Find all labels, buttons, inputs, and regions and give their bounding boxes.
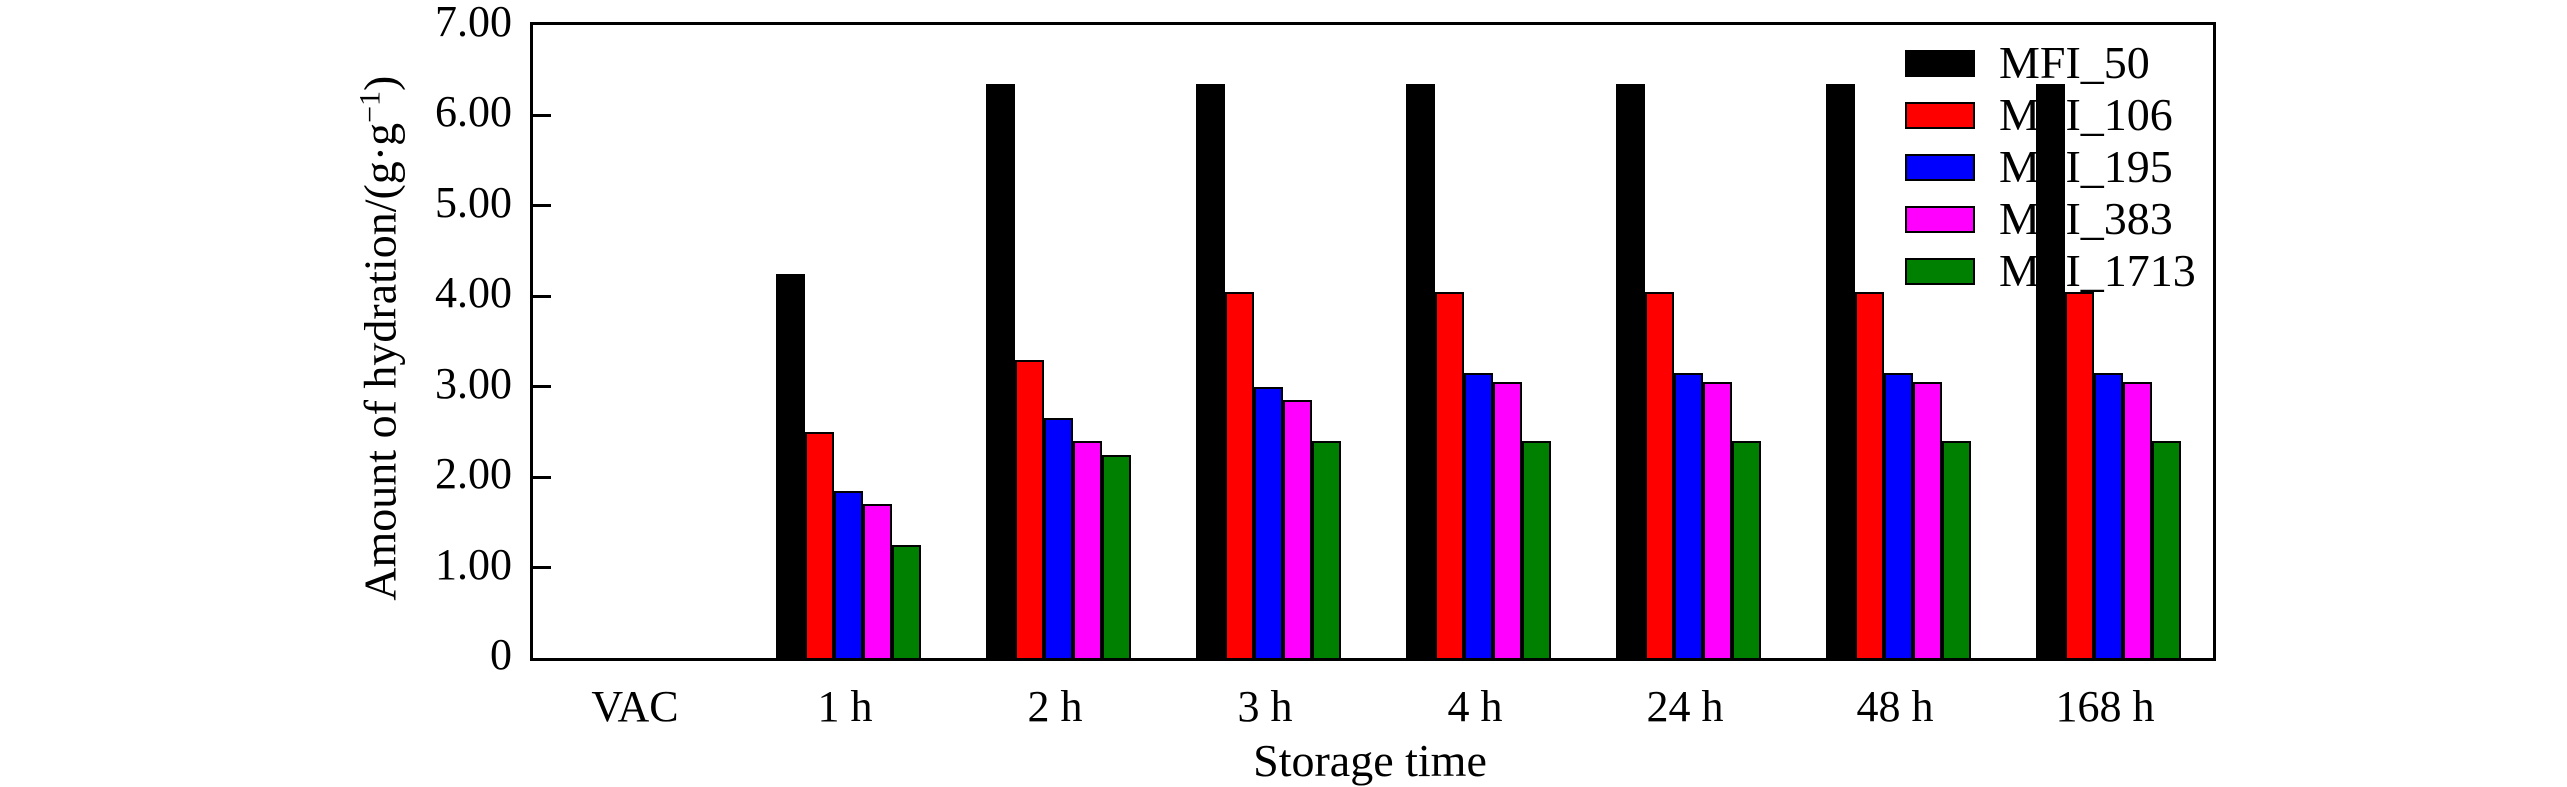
bar-MFI_50-168h — [2035, 83, 2065, 658]
legend-item-MFI_106: MFI_106 — [1905, 89, 2196, 141]
bar-MFI_1713-48h — [1941, 440, 1971, 658]
bar-MFI_383-4h — [1492, 382, 1522, 658]
legend-swatch-MFI_106 — [1905, 101, 1975, 129]
bar-MFI_383-1h — [862, 504, 892, 658]
legend-swatch-MFI_1713 — [1905, 257, 1975, 285]
y-tick-mark — [533, 566, 551, 570]
bar-MFI_50-48h — [1825, 83, 1855, 658]
bar-MFI_106-1h — [804, 431, 834, 658]
bar-MFI_383-48h — [1912, 382, 1942, 658]
bar-MFI_383-168h — [2122, 382, 2152, 658]
x-tick-label: 2 h — [1027, 682, 1083, 731]
bar-group-VAC — [533, 25, 743, 658]
bar-MFI_195-24h — [1673, 373, 1703, 658]
x-tick-label: VAC — [591, 682, 679, 731]
x-tick-label: 24 h — [1646, 682, 1724, 731]
bar-group-3h — [1163, 25, 1373, 658]
x-axis-title: Storage time — [1253, 735, 1487, 786]
x-tick-label: 3 h — [1237, 682, 1293, 731]
bar-MFI_1713-2h — [1101, 454, 1131, 658]
y-tick-mark — [533, 113, 551, 117]
legend-swatch-MFI_383 — [1905, 205, 1975, 233]
bar-MFI_50-24h — [1615, 83, 1645, 658]
bar-MFI_1713-24h — [1731, 440, 1761, 658]
bar-MFI_1713-3h — [1311, 440, 1341, 658]
y-tick-mark — [533, 204, 551, 208]
bar-MFI_106-48h — [1854, 291, 1884, 658]
y-tick-label: 2.00 — [435, 449, 512, 499]
y-axis-title-text: Amount of hydration/(g·g−1) — [348, 76, 406, 601]
x-tick-label: 1 h — [817, 682, 873, 731]
bar-MFI_106-168h — [2064, 291, 2094, 658]
bar-MFI_50-4h — [1405, 83, 1435, 658]
y-tick-label: 6.00 — [435, 87, 512, 137]
bar-group-2h — [953, 25, 1163, 658]
legend-label: MFI_195 — [1999, 141, 2173, 192]
legend-swatch-MFI_195 — [1905, 153, 1975, 181]
bar-MFI_195-2h — [1043, 418, 1073, 658]
y-tick-mark — [533, 294, 551, 298]
y-tick-label: 5.00 — [435, 177, 512, 227]
legend-item-MFI_383: MFI_383 — [1905, 193, 2196, 245]
legend-label: MFI_1713 — [1999, 245, 2196, 296]
bar-MFI_50-1h — [775, 273, 805, 658]
y-tick-mark — [533, 475, 551, 479]
legend-item-MFI_50: MFI_50 — [1905, 37, 2196, 89]
plot-area: MFI_50 MFI_106 MFI_195 MFI_383 MFI_1713 — [530, 22, 2216, 661]
bar-MFI_1713-1h — [891, 544, 921, 658]
bar-MFI_50-3h — [1195, 83, 1225, 658]
bar-MFI_195-3h — [1253, 386, 1283, 658]
bar-MFI_195-48h — [1883, 373, 1913, 658]
bar-MFI_1713-4h — [1521, 440, 1551, 658]
legend-item-MFI_1713: MFI_1713 — [1905, 245, 2196, 297]
bar-MFI_383-2h — [1072, 440, 1102, 658]
bar-MFI_1713-168h — [2151, 440, 2181, 658]
bar-MFI_50-2h — [985, 83, 1015, 658]
y-tick-label: 4.00 — [435, 268, 512, 318]
bar-MFI_106-4h — [1434, 291, 1464, 658]
legend: MFI_50 MFI_106 MFI_195 MFI_383 MFI_1713 — [1905, 37, 2196, 297]
y-tick-label: 7.00 — [435, 0, 512, 46]
bar-MFI_383-24h — [1702, 382, 1732, 658]
bar-group-24h — [1583, 25, 1793, 658]
bar-MFI_383-3h — [1282, 400, 1312, 658]
bar-MFI_195-168h — [2093, 373, 2123, 658]
bar-group-168h — [2003, 25, 2213, 658]
y-tick-label: 3.00 — [435, 358, 512, 408]
legend-item-MFI_195: MFI_195 — [1905, 141, 2196, 193]
y-tick-label: 1.00 — [435, 539, 512, 589]
legend-label: MFI_50 — [1999, 37, 2150, 88]
legend-label: MFI_106 — [1999, 89, 2173, 140]
y-tick-label: 0 — [490, 630, 512, 679]
x-tick-label: 48 h — [1856, 682, 1934, 731]
bar-group-48h — [1793, 25, 2003, 658]
legend-label: MFI_383 — [1999, 193, 2173, 244]
bar-MFI_195-4h — [1463, 373, 1493, 658]
bar-group-4h — [1373, 25, 1583, 658]
bar-MFI_106-2h — [1014, 359, 1044, 658]
bar-MFI_106-3h — [1224, 291, 1254, 658]
x-tick-label: 4 h — [1447, 682, 1503, 731]
x-tick-label: 168 h — [2055, 682, 2155, 731]
bar-MFI_195-1h — [833, 490, 863, 658]
bar-MFI_106-24h — [1644, 291, 1674, 658]
y-tick-mark — [533, 385, 551, 389]
bar-group-1h — [743, 25, 953, 658]
legend-swatch-MFI_50 — [1905, 49, 1975, 77]
